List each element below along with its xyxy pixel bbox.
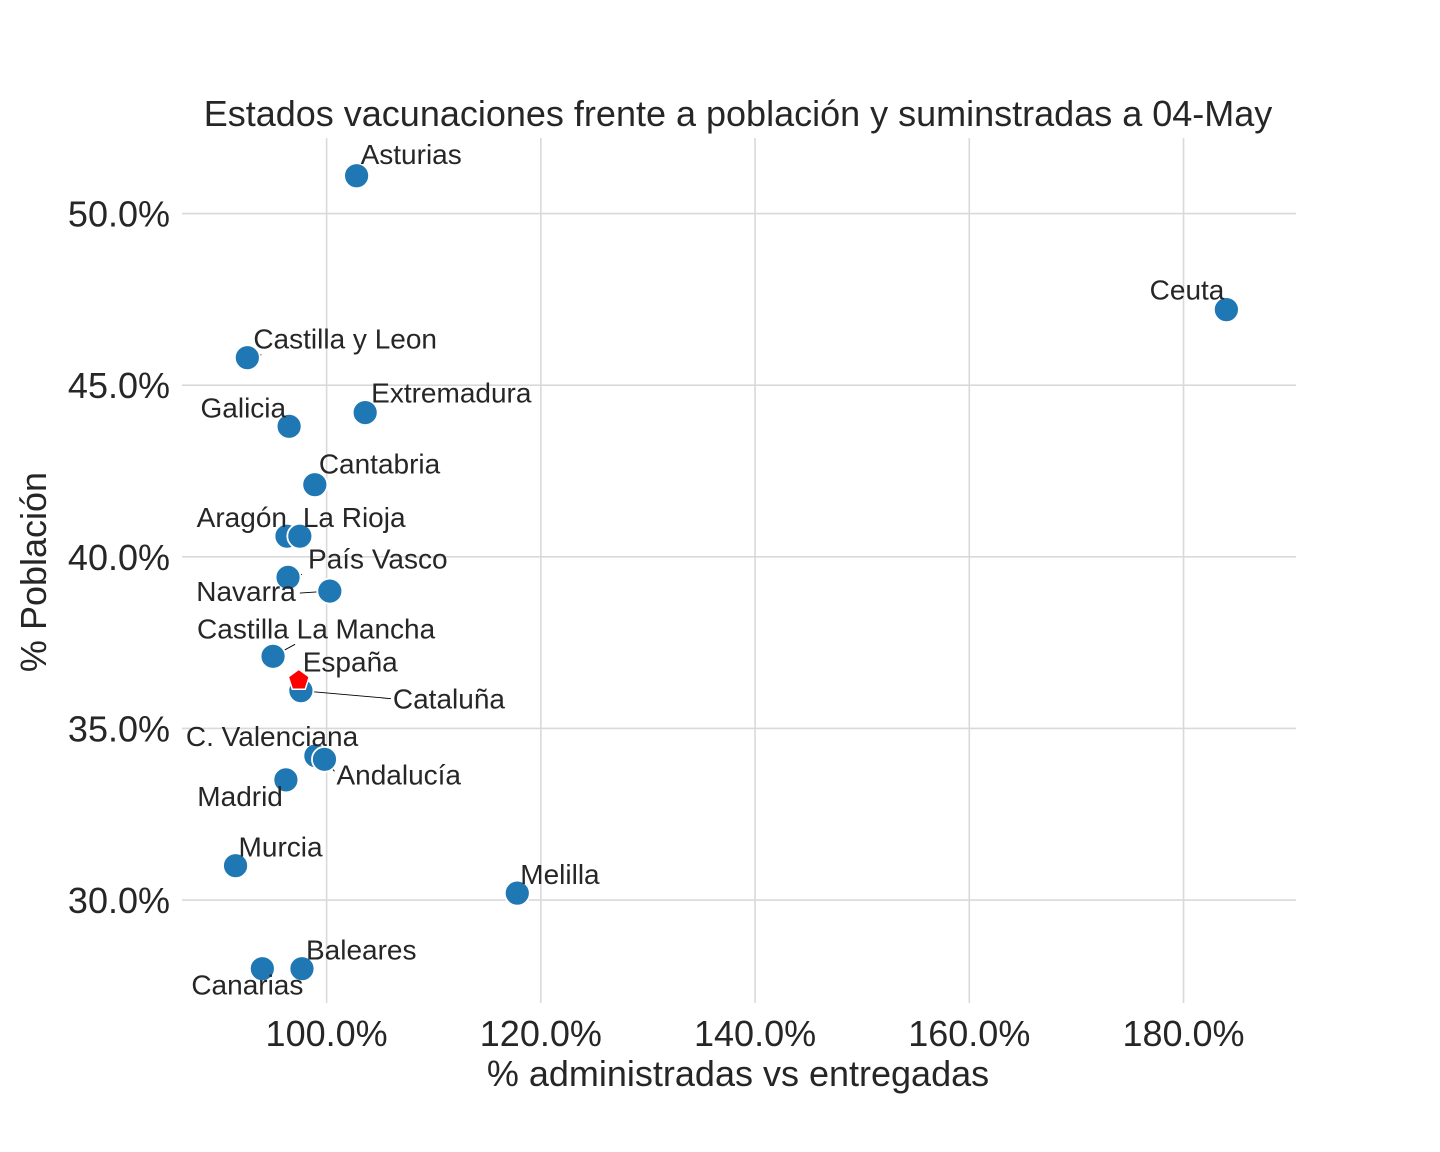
data-point xyxy=(274,563,302,591)
data-point xyxy=(233,344,261,372)
x-tick-label: 100.0% xyxy=(266,1013,388,1054)
y-axis-label: % Población xyxy=(13,472,54,672)
point-label: C. Valenciana xyxy=(186,721,359,752)
point-label: Castilla La Mancha xyxy=(197,613,436,644)
y-tick-label: 45.0% xyxy=(68,365,170,406)
point-label: Cantabria xyxy=(319,449,441,480)
data-point xyxy=(301,471,329,499)
x-axis-label: % administradas vs entregadas xyxy=(487,1053,989,1094)
x-tick-label: 140.0% xyxy=(694,1013,816,1054)
point-label: Castilla y Leon xyxy=(253,324,437,355)
point-label: Melilla xyxy=(520,859,600,890)
data-point xyxy=(272,766,300,794)
data-point xyxy=(248,955,276,983)
data-point xyxy=(503,879,531,907)
data-point xyxy=(222,852,249,880)
highlight-point xyxy=(287,668,311,690)
point-label: Extremadura xyxy=(371,378,532,409)
data-point xyxy=(259,642,287,670)
data-point xyxy=(311,745,338,773)
y-tick-label: 40.0% xyxy=(68,537,170,578)
data-point xyxy=(343,162,370,190)
point-label: Madrid xyxy=(197,781,283,812)
point-label: Galicia xyxy=(201,392,287,423)
x-tick-label: 180.0% xyxy=(1122,1013,1244,1054)
data-point xyxy=(275,412,303,440)
point-label: Aragón xyxy=(197,502,287,533)
point-label: País Vasco xyxy=(308,543,448,574)
point-label: Canarias xyxy=(191,970,303,1001)
point-label: Murcia xyxy=(239,832,323,863)
chart-title: Estados vacunaciones frente a población … xyxy=(204,93,1273,134)
data-point xyxy=(286,522,314,550)
point-label: Cataluña xyxy=(393,684,506,715)
label-leader-line xyxy=(300,690,391,700)
point-label: La Rioja xyxy=(303,502,406,533)
point-label: Asturias xyxy=(361,139,462,170)
y-tick-label: 30.0% xyxy=(68,880,170,921)
data-point xyxy=(288,955,316,983)
data-point xyxy=(316,577,344,605)
tick-labels: 100.0% 120.0% 140.0% 160.0% 180.0% 30.0% 35.0%… xyxy=(68,194,1245,1054)
data-points xyxy=(222,162,1240,983)
point-labels: Asturias Ceuta Castilla y Leon Extremadura G… xyxy=(186,139,1225,1001)
data-point xyxy=(1212,296,1240,324)
point-label: Navarra xyxy=(196,576,296,607)
point-label: Ceuta xyxy=(1150,275,1225,306)
point-label: Baleares xyxy=(306,935,417,966)
x-tick-label: 120.0% xyxy=(480,1013,602,1054)
y-tick-label: 35.0% xyxy=(68,708,170,749)
y-tick-label: 50.0% xyxy=(68,194,170,235)
data-point xyxy=(351,399,379,427)
x-tick-label: 160.0% xyxy=(908,1013,1030,1054)
highlight-label: España xyxy=(303,646,398,677)
grid-lines xyxy=(182,138,1296,1003)
point-label: Andalucía xyxy=(336,759,461,790)
